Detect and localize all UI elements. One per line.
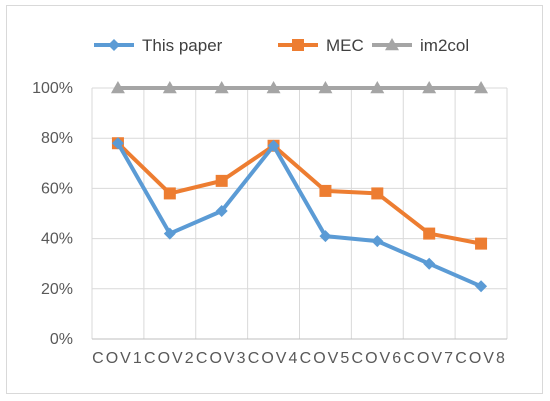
legend-marker <box>385 38 399 51</box>
y-tick-label: 20% <box>41 281 73 298</box>
x-tick-label: COV6 <box>352 350 404 367</box>
x-tick-label: COV1 <box>92 350 144 367</box>
data-point-marker <box>319 230 332 243</box>
y-tick-label: 60% <box>41 180 73 197</box>
data-point-marker <box>475 280 488 293</box>
x-tick-label: COV7 <box>403 350 455 367</box>
x-tick-label: COV2 <box>144 350 196 367</box>
legend-marker <box>108 39 120 51</box>
x-tick-label: COV5 <box>300 350 352 367</box>
x-tick-label: COV8 <box>455 350 507 367</box>
data-point-marker <box>163 227 176 240</box>
y-tick-label: 40% <box>41 231 73 248</box>
data-point-marker <box>371 235 384 248</box>
series-lines <box>110 81 489 293</box>
legend-item: im2col <box>372 36 469 55</box>
data-point-marker <box>215 204 228 217</box>
data-point-marker <box>423 227 436 240</box>
data-point-marker <box>371 187 384 200</box>
data-point-marker <box>267 139 280 152</box>
data-point-marker <box>422 81 437 94</box>
series-im2col <box>110 81 489 94</box>
data-point-marker <box>475 237 488 250</box>
data-point-marker <box>266 81 281 94</box>
data-point-marker <box>319 184 332 197</box>
series-this-paper <box>111 137 488 293</box>
data-point-marker <box>318 81 333 94</box>
gridlines <box>91 87 508 339</box>
legend-label: This paper <box>142 36 223 55</box>
data-point-marker <box>370 81 385 94</box>
data-point-marker <box>474 81 489 94</box>
data-point-marker <box>215 174 228 187</box>
chart-frame <box>6 5 543 394</box>
data-point-marker <box>111 137 124 150</box>
data-point-marker <box>110 81 125 94</box>
y-tick-label: 100% <box>32 80 73 97</box>
legend-marker <box>292 39 304 51</box>
x-tick-label: COV4 <box>248 350 300 367</box>
y-tick-label: 80% <box>41 130 73 147</box>
legend-label: im2col <box>420 36 469 55</box>
data-point-marker <box>163 187 176 200</box>
legend-item: MEC <box>278 36 364 55</box>
data-point-marker <box>162 81 177 94</box>
series-line <box>116 142 482 289</box>
data-point-marker <box>423 257 436 270</box>
legend: This paper MEC im2col <box>94 36 469 55</box>
axes: 0%20%40%60%80%100%COV1 COV2 COV3 COV4 COV5 CO… <box>32 80 507 367</box>
legend-item: This paper <box>94 36 223 55</box>
legend-label: MEC <box>326 36 364 55</box>
data-point-marker <box>214 81 229 94</box>
series-line <box>116 141 482 246</box>
x-tick-label: COV3 <box>196 350 248 367</box>
y-tick-label: 0% <box>50 331 73 348</box>
